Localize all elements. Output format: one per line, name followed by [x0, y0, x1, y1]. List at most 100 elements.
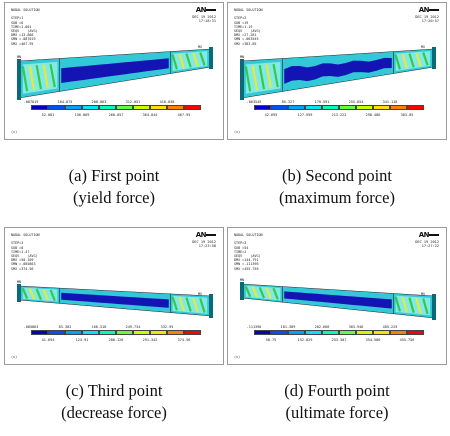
legend-tick: 405.225 [382, 325, 398, 329]
stress-stripe [422, 298, 429, 315]
caption-line: (b) Second point [282, 166, 392, 185]
logo-text: AN [195, 231, 207, 239]
stress-stripe [422, 52, 429, 66]
legend-tick: 52.081 [41, 113, 55, 117]
header-line: SUB =6 [11, 20, 24, 25]
legend-swatch [271, 105, 288, 110]
left-support [17, 59, 21, 100]
low-stress-band [284, 291, 392, 309]
stress-stripe [415, 52, 422, 67]
legend-swatch [305, 330, 322, 335]
legend-swatch [99, 105, 116, 110]
stress-stripe [394, 296, 401, 312]
legend-tick: 332.95 [160, 325, 174, 329]
low-stress-band [61, 292, 169, 308]
max-marker: MX [421, 292, 426, 296]
legend-swatch [48, 105, 65, 110]
stress-stripe [265, 64, 272, 89]
legend-tick: 83.302 [58, 325, 72, 329]
legend-swatch [31, 330, 48, 335]
corner-label: (s) [234, 355, 241, 359]
header-line: SMN =.087019 [11, 37, 36, 42]
legend-swatch [390, 330, 407, 335]
header-line: SEQV (AVG) [234, 28, 261, 33]
corner-label: (s) [11, 355, 18, 359]
legend-tick: 416.038 [159, 100, 175, 104]
legend-swatch [288, 105, 305, 110]
result-header: NODAL SOLUTION STEP=3 SUB =8 TIME=1.47 SEQV … [11, 233, 40, 271]
header-line: SUB =19 [234, 20, 249, 25]
legend-tick: 101.389 [280, 325, 296, 329]
contour-panel-a: NODAL SOLUTION STEP=1 SUB =6 TIME=1.001 SEQV… [4, 2, 224, 140]
legend-swatch [150, 330, 167, 335]
legend-tick: 124.91 [75, 338, 89, 342]
min-marker: MN [17, 280, 22, 284]
color-legend [31, 105, 201, 111]
header-line: SEQV (AVG) [11, 28, 38, 33]
legend-tick: .085863 [23, 325, 39, 329]
stress-stripe [244, 66, 252, 92]
legend-tick: 202.668 [314, 325, 330, 329]
legend-tick: 298.486 [365, 113, 381, 117]
right-support [432, 294, 436, 320]
ansys-logo: AN [419, 6, 439, 14]
caption-line: (d) Fourth point [284, 381, 390, 400]
header-line: NODAL SOLUTION [11, 8, 40, 12]
min-marker: MN [17, 55, 22, 59]
legend-tick: 312.051 [125, 100, 141, 104]
stress-stripe [401, 53, 408, 69]
date-stamp: DEC 19 2012 17:23:58 [192, 240, 216, 249]
stress-stripe [178, 53, 185, 69]
stress-stripe [415, 297, 422, 314]
caption-line: (yield force) [73, 188, 155, 207]
logo-bar-icon [206, 9, 216, 11]
stress-stripe [408, 297, 415, 314]
header-line: SMX =455.756 [234, 266, 259, 271]
legend-swatch [116, 105, 133, 110]
logo-text: AN [418, 231, 430, 239]
legend-tick: 303.946 [348, 325, 364, 329]
max-marker: MX [198, 45, 203, 49]
legend-ticks-bottom: 50.75 152.029 253.307 354.586 455.756 [254, 338, 424, 344]
legend-tick: .111396 [246, 325, 262, 329]
header-line: TIME=1.47 [11, 249, 30, 254]
legend-swatch [356, 330, 373, 335]
date-line: DEC 19 2012 [415, 240, 439, 244]
stress-stripe [199, 52, 206, 66]
header-line: DMX =27.281 [234, 33, 257, 38]
logo-text: AN [418, 6, 430, 14]
legend-swatch [184, 330, 201, 335]
legend-swatch [373, 105, 390, 110]
legend-swatch [288, 330, 305, 335]
legend-tick: 170.591 [314, 100, 330, 104]
header-line: SMN =.085863 [11, 262, 36, 267]
legend-tick: 104.075 [57, 100, 73, 104]
stress-stripe [251, 286, 259, 298]
left-support [17, 284, 21, 302]
header-line: STEP=1 [11, 16, 24, 21]
stress-stripe [28, 65, 36, 91]
panel-caption-d: (d) Fourth point (ultimate force) [227, 380, 447, 424]
legend-swatch [390, 105, 407, 110]
date-stamp: DEC 19 2012 17:18:31 [192, 15, 216, 24]
legend-ticks-bottom: 52.081 156.069 260.057 364.044 467.95 [31, 113, 201, 119]
date-stamp: DEC 19 2012 17:20:57 [415, 15, 439, 24]
legend-swatch [65, 330, 82, 335]
date-line: 17:27:22 [421, 244, 439, 249]
legend-swatch [150, 105, 167, 110]
legend-tick: 208.126 [108, 338, 124, 342]
legend-tick: 255.854 [348, 100, 364, 104]
legend-swatch [339, 330, 356, 335]
stress-stripe [192, 297, 199, 313]
date-line: DEC 19 2012 [192, 240, 216, 244]
legend-ticks-top: .085863 83.302 166.518 249.734 332.95 [24, 325, 201, 330]
color-legend [254, 105, 424, 111]
legend-swatch [407, 330, 424, 335]
legend-swatch [356, 105, 373, 110]
min-marker: MN [240, 55, 245, 59]
panel-caption-b: (b) Second point (maximum force) [227, 165, 447, 209]
legend-swatch [65, 105, 82, 110]
stress-stripe [185, 297, 192, 312]
legend-tick: 260.057 [108, 113, 124, 117]
ansys-logo: AN [419, 231, 439, 239]
